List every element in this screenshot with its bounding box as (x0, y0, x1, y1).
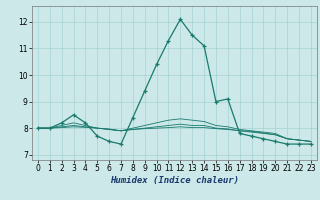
X-axis label: Humidex (Indice chaleur): Humidex (Indice chaleur) (110, 176, 239, 185)
